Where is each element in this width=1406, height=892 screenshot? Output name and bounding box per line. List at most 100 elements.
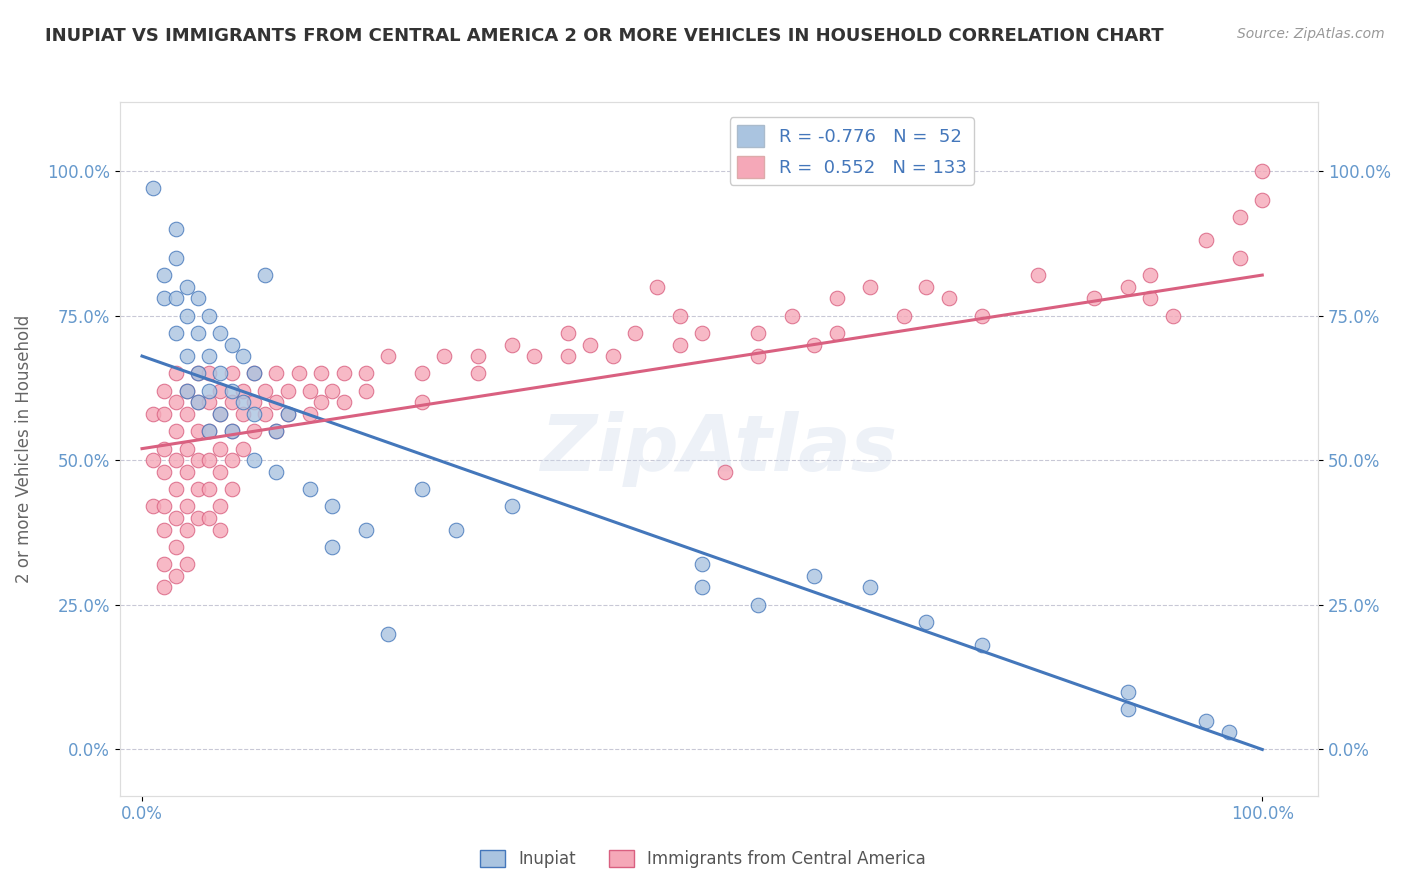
Point bbox=[176, 465, 198, 479]
Point bbox=[1116, 279, 1139, 293]
Point bbox=[165, 221, 187, 235]
Point bbox=[277, 407, 299, 421]
Point bbox=[579, 337, 602, 351]
Point bbox=[243, 367, 266, 381]
Point bbox=[221, 384, 243, 398]
Point bbox=[165, 326, 187, 340]
Point bbox=[153, 465, 176, 479]
Y-axis label: 2 or more Vehicles in Household: 2 or more Vehicles in Household bbox=[15, 315, 32, 582]
Point bbox=[467, 367, 489, 381]
Point bbox=[165, 453, 187, 467]
Point bbox=[288, 367, 311, 381]
Point bbox=[209, 407, 232, 421]
Point bbox=[153, 523, 176, 537]
Point bbox=[165, 367, 187, 381]
Point bbox=[176, 309, 198, 323]
Point bbox=[198, 453, 221, 467]
Point bbox=[1026, 268, 1049, 282]
Point bbox=[972, 309, 994, 323]
Point bbox=[825, 291, 848, 305]
Point bbox=[198, 395, 221, 409]
Point bbox=[354, 367, 377, 381]
Point bbox=[142, 500, 165, 514]
Point bbox=[602, 349, 624, 363]
Point bbox=[176, 558, 198, 572]
Point bbox=[1218, 725, 1240, 739]
Text: INUPIAT VS IMMIGRANTS FROM CENTRAL AMERICA 2 OR MORE VEHICLES IN HOUSEHOLD CORRE: INUPIAT VS IMMIGRANTS FROM CENTRAL AMERI… bbox=[45, 27, 1164, 45]
Point bbox=[1139, 268, 1161, 282]
Point bbox=[187, 482, 209, 496]
Point bbox=[1229, 251, 1251, 265]
Point bbox=[690, 326, 713, 340]
Point bbox=[713, 465, 735, 479]
Point bbox=[187, 291, 209, 305]
Point bbox=[433, 349, 456, 363]
Point bbox=[354, 523, 377, 537]
Point bbox=[321, 384, 343, 398]
Point bbox=[893, 309, 915, 323]
Point bbox=[243, 453, 266, 467]
Point bbox=[266, 395, 288, 409]
Point bbox=[165, 251, 187, 265]
Point bbox=[165, 395, 187, 409]
Point bbox=[153, 268, 176, 282]
Point bbox=[243, 407, 266, 421]
Point bbox=[299, 407, 322, 421]
Point bbox=[243, 367, 266, 381]
Point bbox=[411, 367, 433, 381]
Point bbox=[165, 511, 187, 525]
Point bbox=[221, 482, 243, 496]
Point bbox=[254, 268, 277, 282]
Point bbox=[209, 523, 232, 537]
Point bbox=[309, 367, 332, 381]
Legend: R = -0.776   N =  52, R =  0.552   N = 133: R = -0.776 N = 52, R = 0.552 N = 133 bbox=[730, 118, 973, 185]
Point bbox=[277, 384, 299, 398]
Point bbox=[232, 384, 254, 398]
Point bbox=[332, 395, 354, 409]
Point bbox=[187, 425, 209, 439]
Point bbox=[153, 291, 176, 305]
Point bbox=[747, 349, 769, 363]
Point bbox=[153, 500, 176, 514]
Point bbox=[501, 337, 523, 351]
Point bbox=[309, 395, 332, 409]
Point bbox=[209, 442, 232, 456]
Text: ZipAtlas: ZipAtlas bbox=[540, 410, 897, 487]
Point bbox=[153, 384, 176, 398]
Point bbox=[668, 309, 690, 323]
Legend: Inupiat, Immigrants from Central America: Inupiat, Immigrants from Central America bbox=[474, 843, 932, 875]
Point bbox=[557, 326, 579, 340]
Point bbox=[803, 337, 825, 351]
Point bbox=[187, 395, 209, 409]
Point bbox=[266, 465, 288, 479]
Point bbox=[266, 367, 288, 381]
Point bbox=[221, 425, 243, 439]
Point bbox=[1195, 714, 1218, 728]
Point bbox=[1083, 291, 1105, 305]
Point bbox=[187, 367, 209, 381]
Point bbox=[165, 425, 187, 439]
Point bbox=[690, 558, 713, 572]
Point bbox=[232, 349, 254, 363]
Text: Source: ZipAtlas.com: Source: ZipAtlas.com bbox=[1237, 27, 1385, 41]
Point bbox=[377, 627, 399, 641]
Point bbox=[354, 384, 377, 398]
Point bbox=[1116, 684, 1139, 698]
Point bbox=[198, 384, 221, 398]
Point bbox=[523, 349, 546, 363]
Point bbox=[209, 326, 232, 340]
Point bbox=[198, 482, 221, 496]
Point bbox=[165, 540, 187, 554]
Point bbox=[321, 500, 343, 514]
Point bbox=[243, 425, 266, 439]
Point bbox=[557, 349, 579, 363]
Point bbox=[1161, 309, 1184, 323]
Point bbox=[624, 326, 647, 340]
Point bbox=[377, 349, 399, 363]
Point bbox=[221, 425, 243, 439]
Point bbox=[915, 615, 938, 630]
Point bbox=[243, 395, 266, 409]
Point bbox=[176, 279, 198, 293]
Point bbox=[187, 453, 209, 467]
Point bbox=[198, 511, 221, 525]
